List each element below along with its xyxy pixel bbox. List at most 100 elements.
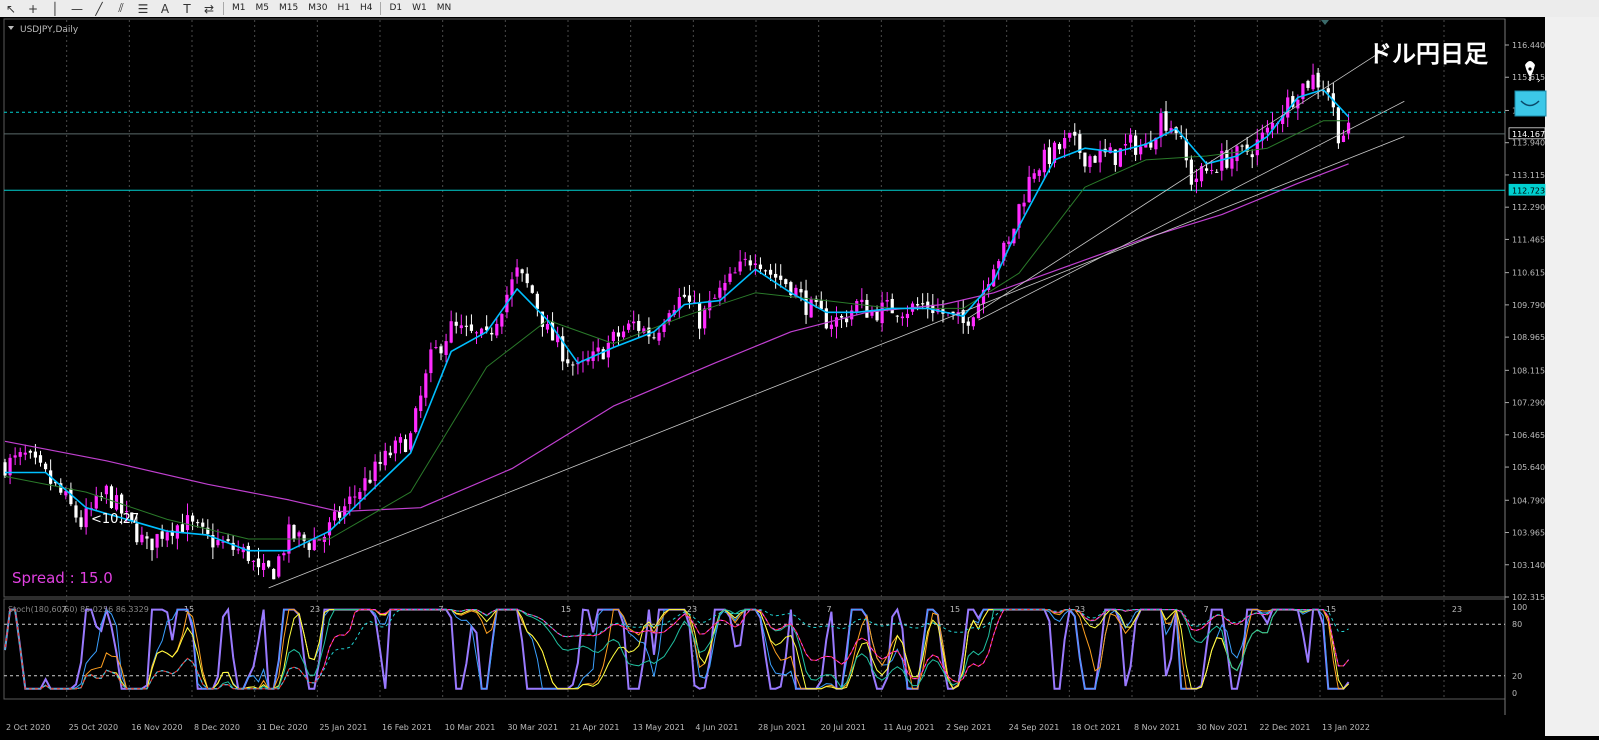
candle-body [586,358,590,362]
timeframe-m30[interactable]: M30 [308,3,328,13]
annotation-title: ドル円日足 [1368,40,1488,68]
candle-body [748,260,752,266]
ma-fast-line[interactable] [5,88,1350,552]
stoch-line[interactable] [4,608,1349,690]
trendline[interactable] [968,46,1390,319]
candle-body [799,289,803,293]
candle-body [99,496,103,498]
date-label: 11 Aug 2021 [883,723,934,732]
timeframe-d1[interactable]: D1 [389,3,403,13]
inner-x-tick: 7 [61,605,66,614]
candle-body [1083,152,1087,167]
candle-body [1235,146,1239,162]
candle-body [1250,154,1254,158]
candle-body [338,511,342,518]
candle-body [302,534,306,541]
shift-marker-icon[interactable] [1321,20,1329,25]
candle-body [165,532,169,541]
candle-body [383,450,387,466]
candle-body [951,311,955,314]
price-tick-label: 103.965 [1512,529,1545,538]
candle-body [637,320,641,331]
candle-body [8,457,12,476]
fibonacci-channel-icon[interactable]: ⫽ [118,1,124,15]
crosshair-icon[interactable]: + [27,1,39,16]
price-tag [1508,127,1546,140]
candle-body [1128,134,1133,143]
stoch-line[interactable] [4,609,1349,690]
timeframe-m5[interactable]: M5 [255,3,270,13]
candle-body [241,547,245,553]
candle-body [1301,83,1305,100]
candle-body [550,321,555,341]
timeframe-h4[interactable]: H4 [359,3,373,13]
vertical-line-icon[interactable]: │ [51,1,59,16]
candle-body [1245,144,1249,152]
price-tick-label: 105.640 [1512,463,1545,472]
candle-body [1022,202,1026,207]
candle-body [1311,74,1315,90]
symbol-label: USDJPY,Daily [20,25,79,35]
smiley-icon[interactable] [1514,90,1547,117]
candle-body [657,332,661,341]
candle-body [236,549,240,551]
candle-body [292,524,296,540]
candle-body [1118,148,1122,167]
pen-icon[interactable]: › [1525,61,1541,86]
inner-x-tick: 7 [1203,605,1208,614]
candle-body [444,341,448,355]
candle-body [1093,156,1097,163]
candle-body [1139,146,1143,155]
candle-body [510,279,514,296]
candle-body [64,491,68,496]
candle-body [1113,149,1117,165]
candle-body [79,517,83,527]
candle-body [1149,142,1153,148]
candle-body [1098,150,1102,163]
toolbar-separator [380,2,382,15]
fibonacci-retracement-icon[interactable]: ☰ [137,1,149,16]
inner-x-tick: 15 [561,605,571,614]
candle-body [160,531,164,539]
candle-body [1042,149,1046,173]
horizontal-line-icon[interactable]: — [71,1,83,16]
candle-body [109,486,114,508]
cursor-icon[interactable]: ↖ [5,1,17,16]
chart-area[interactable]: 116.440115.615114.765113.940113.115112.2… [0,17,1599,736]
timeframe-m1[interactable]: M1 [232,3,246,13]
arrows-icon[interactable]: ⇄ [203,1,215,16]
candle-body [1108,147,1112,154]
candle-body [13,455,17,458]
price-tick-label: 102.315 [1512,593,1545,602]
trendline[interactable] [268,136,1405,589]
symbol-dropdown-icon[interactable] [8,26,14,30]
candle-body [1032,173,1036,179]
date-label: 30 Nov 2021 [1197,723,1248,732]
text-icon[interactable]: A [160,1,170,16]
timeframe-h1[interactable]: H1 [337,3,350,13]
date-label: 25 Jan 2021 [319,723,367,732]
candle-body [185,515,190,531]
date-label: 24 Sep 2021 [1009,723,1060,732]
candle-body [282,553,286,556]
candle-body [545,323,550,330]
timeframe-m15[interactable]: M15 [279,3,299,13]
timeframe-w1[interactable]: W1 [412,3,427,13]
ma-medium-line[interactable] [4,120,1349,540]
timeframe-mn[interactable]: MN [436,3,452,13]
trendline-icon[interactable]: ╱ [95,1,103,16]
candle-body [1189,159,1193,185]
candle-body [520,269,524,274]
candle-body [535,293,539,309]
candle-body [409,433,413,450]
candle-body [155,534,159,548]
candle-body [1281,115,1285,125]
candle-body [297,532,301,537]
inner-x-tick: 23 [1075,605,1085,614]
candle-body [981,289,986,304]
text-label-icon[interactable]: T [183,1,191,16]
candle-body [1265,127,1270,133]
trendline[interactable] [978,100,1405,321]
candle-body [211,535,215,548]
right-panel [1545,17,1599,736]
